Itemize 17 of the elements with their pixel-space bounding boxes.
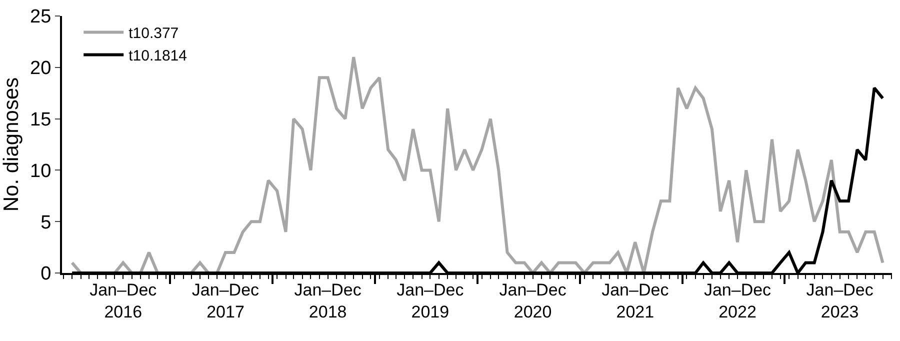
- legend-label: t10.1814: [128, 48, 187, 65]
- y-axis-title: No. diagnoses: [0, 77, 23, 212]
- y-tick-label: 25: [30, 6, 52, 28]
- x-tick-label: Jan–Dec 2019: [396, 280, 464, 322]
- x-tick-label: Jan–Dec 2017: [192, 280, 260, 322]
- y-tick-label: 20: [30, 58, 52, 80]
- x-tick-label: Jan–Dec 2022: [704, 280, 772, 322]
- y-tick-label: 0: [40, 264, 52, 285]
- x-tick-label: Jan–Dec 2021: [602, 280, 670, 322]
- y-tick-label: 15: [30, 109, 52, 130]
- x-tick-label: Jan–Dec 2016: [90, 280, 158, 322]
- y-tick-label: 5: [40, 212, 52, 234]
- x-tick-label: Jan–Dec 2018: [294, 280, 362, 322]
- y-tick-label: 10: [30, 160, 52, 182]
- x-tick-label: Jan–Dec 2023: [806, 280, 874, 322]
- x-tick-label: Jan–Dec 2020: [499, 280, 567, 322]
- legend-label: t10.377: [128, 25, 179, 42]
